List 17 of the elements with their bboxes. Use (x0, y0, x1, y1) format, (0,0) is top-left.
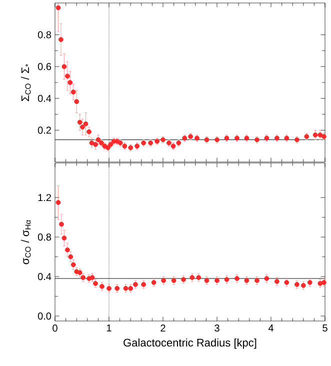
y-tick-label: 0.8 (38, 234, 51, 241)
x-tick-label: 1 (106, 324, 112, 332)
y-tick-label: 0.6 (38, 63, 51, 70)
x-axis-title: Galactocentric Radius [kpc] (124, 338, 256, 349)
x-tick-label: 5 (322, 324, 328, 332)
y-tick-label: 0.4 (38, 273, 52, 280)
y-tick-label: 0.0 (38, 312, 52, 320)
x-tick-label: 3 (214, 324, 220, 332)
y-axis-title: Σ$_{CO}$ / Σ$_{*}$ (20, 64, 31, 102)
x-tick-label: 4 (268, 324, 274, 332)
x-tick-label: 2 (160, 324, 166, 332)
y-tick-label: 0.4 (38, 94, 52, 102)
x-tick-label: 0 (52, 324, 58, 332)
y-tick-label: 1.2 (38, 194, 51, 202)
y-tick-label: 0.2 (38, 126, 51, 134)
y-axis-title: σ$_{CO}$ / σ$_{Hα}$ (20, 220, 31, 264)
y-tick-label: 0.8 (38, 31, 51, 38)
